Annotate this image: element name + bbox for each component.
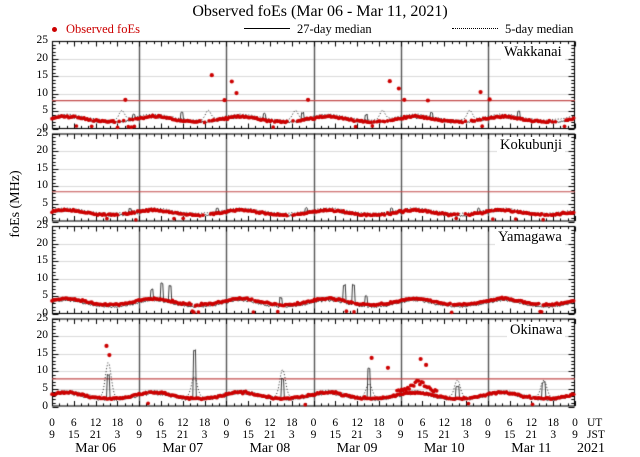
y-tick-label: 25 [36, 126, 49, 139]
x-tick-ut: 0 [572, 417, 578, 429]
year-label: 2021 [577, 441, 605, 456]
x-tick-ut: 6 [332, 417, 339, 429]
x-tick-ut: 6 [70, 417, 77, 429]
x-tick-jst: 15 [68, 429, 80, 441]
y-tick-label: 5 [42, 289, 48, 302]
x-tick-jst: 9 [136, 429, 143, 441]
x-tick-ut: 0 [310, 417, 317, 429]
x-tick-jst: 21 [89, 429, 102, 441]
x-tick-ut: 0 [223, 417, 230, 429]
y-tick-label: 20 [36, 236, 49, 249]
y-tick-label: 15 [36, 69, 49, 82]
x-tick-jst: 15 [155, 429, 167, 441]
y-tick-label: 10 [36, 86, 49, 99]
ut-unit-label: UT [587, 417, 603, 429]
y-tick-label: 5 [42, 196, 48, 209]
x-tick-jst: 9 [572, 429, 578, 441]
x-tick-ut: 6 [158, 417, 164, 429]
x-tick-jst: 15 [416, 429, 429, 441]
x-day-label: Mar 10 [423, 441, 465, 456]
x-tick-jst: 21 [177, 429, 189, 441]
y-tick-label: 10 [36, 271, 49, 284]
y-tick-label: 10 [36, 179, 49, 192]
y-tick-label: 0 [42, 307, 48, 319]
jst-unit-label: JST [587, 429, 605, 441]
x-tick-ut: 12 [438, 417, 451, 429]
station-label-wakkanai: Wakkanai [501, 44, 565, 61]
x-tick-ut: 18 [460, 417, 472, 429]
x-day-label: Mar 09 [336, 441, 378, 456]
x-day-label: Mar 08 [249, 441, 291, 456]
y-tick-label: 25 [36, 219, 49, 231]
x-tick-ut: 12 [351, 417, 363, 429]
x-tick-ut: 0 [397, 417, 404, 429]
x-day-label: Mar 07 [162, 441, 204, 456]
x-tick-jst: 15 [503, 429, 516, 441]
y-tick-label: 20 [36, 329, 49, 342]
x-tick-ut: 18 [373, 417, 385, 429]
y-tick-label: 0 [42, 122, 48, 134]
y-tick-label: 5 [42, 104, 48, 117]
x-tick-ut: 0 [484, 417, 491, 429]
x-tick-ut: 18 [198, 417, 211, 429]
x-tick-ut: 12 [89, 417, 102, 429]
x-tick-jst: 9 [310, 429, 317, 441]
y-tick-label: 15 [36, 254, 49, 267]
x-day-label: Mar 06 [75, 441, 116, 456]
x-tick-jst: 21 [525, 429, 538, 441]
y-tick-label: 10 [36, 364, 49, 377]
x-tick-jst: 9 [484, 429, 491, 441]
x-tick-ut: 18 [111, 417, 124, 429]
y-tick-label: 15 [36, 161, 49, 174]
x-tick-jst: 3 [376, 429, 382, 441]
x-tick-jst: 21 [438, 429, 451, 441]
x-tick-jst: 3 [201, 429, 208, 441]
y-tick-label: 0 [42, 399, 48, 412]
x-tick-ut: 0 [49, 417, 55, 429]
x-tick-ut: 0 [136, 417, 143, 429]
x-tick-jst: 9 [49, 429, 55, 441]
y-tick-label: 20 [36, 51, 49, 64]
y-tick-label: 25 [36, 34, 49, 46]
x-tick-ut: 12 [264, 417, 276, 429]
x-tick-jst: 3 [288, 429, 295, 441]
x-tick-ut: 6 [506, 417, 513, 429]
station-label-yamagawa: Yamagawa [495, 229, 565, 246]
x-day-label: Mar 11 [511, 441, 552, 456]
y-tick-label: 0 [42, 214, 48, 227]
x-tick-ut: 12 [177, 417, 189, 429]
x-tick-jst: 9 [223, 429, 230, 441]
x-tick-ut: 18 [285, 417, 298, 429]
x-tick-jst: 3 [550, 429, 557, 441]
x-tick-jst: 3 [463, 429, 469, 441]
x-tick-ut: 6 [245, 417, 251, 429]
x-tick-ut: 6 [419, 417, 426, 429]
x-tick-ut: 12 [525, 417, 538, 429]
x-tick-jst: 9 [397, 429, 404, 441]
x-tick-jst: 3 [114, 429, 121, 441]
x-tick-jst: 15 [242, 429, 254, 441]
x-tick-jst: 21 [351, 429, 363, 441]
station-label-kokubunji: Kokubunji [497, 136, 566, 154]
y-tick-label: 25 [36, 311, 49, 324]
x-tick-ut: 18 [547, 417, 559, 429]
y-tick-label: 20 [36, 144, 49, 157]
x-tick-jst: 21 [264, 429, 276, 441]
station-label-okinawa: Okinawa [507, 321, 566, 339]
y-tick-label: 15 [36, 346, 49, 359]
x-tick-jst: 15 [329, 429, 342, 441]
y-tick-label: 5 [42, 381, 48, 394]
